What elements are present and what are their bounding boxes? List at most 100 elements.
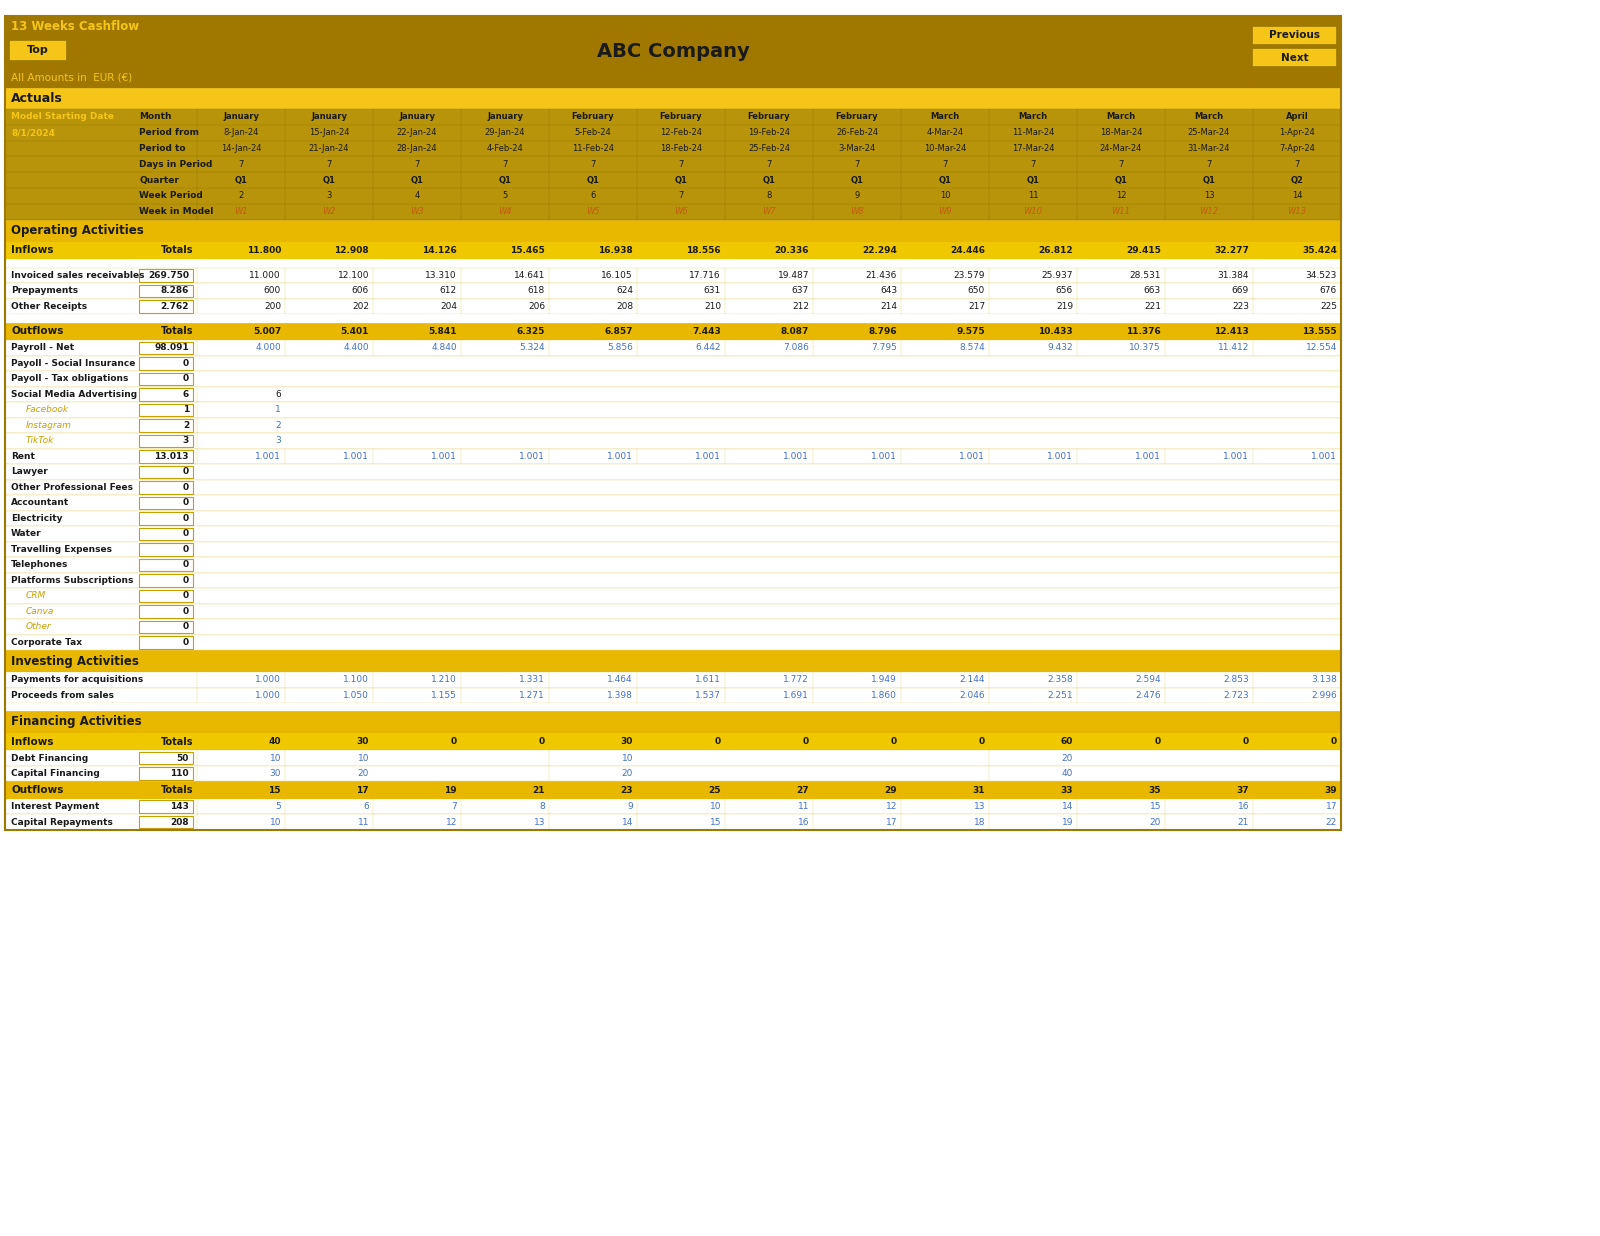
- Text: 219: 219: [1056, 302, 1074, 311]
- Text: 1.001: 1.001: [606, 452, 634, 461]
- Text: 624: 624: [616, 287, 634, 295]
- Bar: [5, 480, 1341, 496]
- Text: March: March: [931, 112, 960, 121]
- Text: 676: 676: [1320, 287, 1338, 295]
- Text: 11.412: 11.412: [1218, 344, 1250, 352]
- Bar: [5, 510, 1341, 527]
- Text: 2: 2: [275, 421, 282, 430]
- Bar: [5, 88, 1341, 109]
- Text: 8.796: 8.796: [869, 326, 898, 336]
- Text: 21-Jan-24: 21-Jan-24: [309, 145, 349, 153]
- Text: 2: 2: [182, 421, 189, 430]
- Text: 6.442: 6.442: [696, 344, 722, 352]
- Text: 1.001: 1.001: [342, 452, 370, 461]
- Text: 30: 30: [269, 769, 282, 779]
- Text: 110: 110: [170, 769, 189, 779]
- Text: 8.574: 8.574: [960, 344, 986, 352]
- Text: 20: 20: [358, 769, 370, 779]
- Bar: [5, 672, 1341, 687]
- Text: 4-Feb-24: 4-Feb-24: [486, 145, 523, 153]
- Text: 23.579: 23.579: [954, 271, 986, 279]
- Text: Corporate Tax: Corporate Tax: [11, 638, 82, 646]
- Text: 20: 20: [1062, 754, 1074, 763]
- Text: Q1: Q1: [763, 176, 776, 184]
- Text: 9: 9: [627, 802, 634, 811]
- Text: 1.271: 1.271: [520, 691, 546, 700]
- Text: 5-Feb-24: 5-Feb-24: [574, 129, 611, 137]
- Bar: [5, 465, 1341, 480]
- Text: 7: 7: [942, 159, 947, 169]
- Text: 0: 0: [1331, 737, 1338, 747]
- Text: 19: 19: [445, 786, 458, 795]
- Bar: [5, 781, 1341, 798]
- Text: February: February: [659, 112, 702, 121]
- Bar: [139, 357, 194, 370]
- Text: Q2: Q2: [1291, 176, 1304, 184]
- Bar: [1253, 26, 1338, 44]
- Bar: [139, 497, 194, 509]
- Text: 600: 600: [264, 287, 282, 295]
- Text: 11.000: 11.000: [250, 271, 282, 279]
- Bar: [5, 109, 1341, 220]
- Bar: [5, 402, 1341, 418]
- Text: 7: 7: [1206, 159, 1211, 169]
- Text: Other Professional Fees: Other Professional Fees: [11, 483, 133, 492]
- Text: 7: 7: [1030, 159, 1035, 169]
- Text: 12.554: 12.554: [1306, 344, 1338, 352]
- Text: Instagram: Instagram: [26, 421, 72, 430]
- Text: 7.086: 7.086: [782, 344, 810, 352]
- Text: 25: 25: [709, 786, 722, 795]
- Text: 3: 3: [326, 192, 331, 200]
- Text: 5: 5: [502, 192, 507, 200]
- Text: 0: 0: [182, 607, 189, 616]
- Bar: [5, 588, 1341, 603]
- Text: 37: 37: [1237, 786, 1250, 795]
- Bar: [139, 284, 194, 297]
- Text: 28-Jan-24: 28-Jan-24: [397, 145, 437, 153]
- Text: 12: 12: [446, 818, 458, 827]
- Text: 200: 200: [264, 302, 282, 311]
- Text: Rent: Rent: [11, 452, 35, 461]
- Text: Top: Top: [27, 44, 50, 54]
- Text: 4-Mar-24: 4-Mar-24: [926, 129, 963, 137]
- Bar: [139, 559, 194, 571]
- Text: 7: 7: [678, 159, 683, 169]
- Text: 631: 631: [704, 287, 722, 295]
- Text: 2: 2: [238, 192, 243, 200]
- Text: 1: 1: [275, 405, 282, 414]
- Bar: [5, 703, 1341, 711]
- Text: 13: 13: [533, 818, 546, 827]
- Bar: [5, 572, 1341, 588]
- Text: 20: 20: [1150, 818, 1162, 827]
- Bar: [5, 619, 1341, 634]
- Text: 6: 6: [590, 192, 595, 200]
- Text: Water: Water: [11, 529, 42, 539]
- Text: Q1: Q1: [939, 176, 952, 184]
- Text: 21.436: 21.436: [866, 271, 898, 279]
- Text: 13.013: 13.013: [155, 452, 189, 461]
- Text: 24-Mar-24: 24-Mar-24: [1099, 145, 1142, 153]
- Bar: [139, 372, 194, 386]
- Bar: [5, 766, 1341, 781]
- Text: 28.531: 28.531: [1130, 271, 1162, 279]
- Text: Totals: Totals: [160, 737, 194, 747]
- Bar: [5, 798, 1341, 815]
- Text: Proceeds from sales: Proceeds from sales: [11, 691, 114, 700]
- Text: 2.046: 2.046: [960, 691, 986, 700]
- Text: 14.641: 14.641: [514, 271, 546, 279]
- Text: TikTok: TikTok: [26, 436, 54, 445]
- Text: Platforms Subscriptions: Platforms Subscriptions: [11, 576, 133, 585]
- Text: Week in Model: Week in Model: [139, 208, 213, 216]
- Text: 19.487: 19.487: [778, 271, 810, 279]
- Text: 8: 8: [766, 192, 771, 200]
- Text: 214: 214: [880, 302, 898, 311]
- Text: 0: 0: [182, 545, 189, 554]
- Text: Week Period: Week Period: [139, 192, 203, 200]
- Text: 0: 0: [715, 737, 722, 747]
- Bar: [139, 466, 194, 478]
- Text: Period to: Period to: [139, 145, 186, 153]
- Bar: [139, 481, 194, 493]
- Bar: [5, 650, 1341, 672]
- Text: 1.100: 1.100: [342, 675, 370, 685]
- Text: 18: 18: [973, 818, 986, 827]
